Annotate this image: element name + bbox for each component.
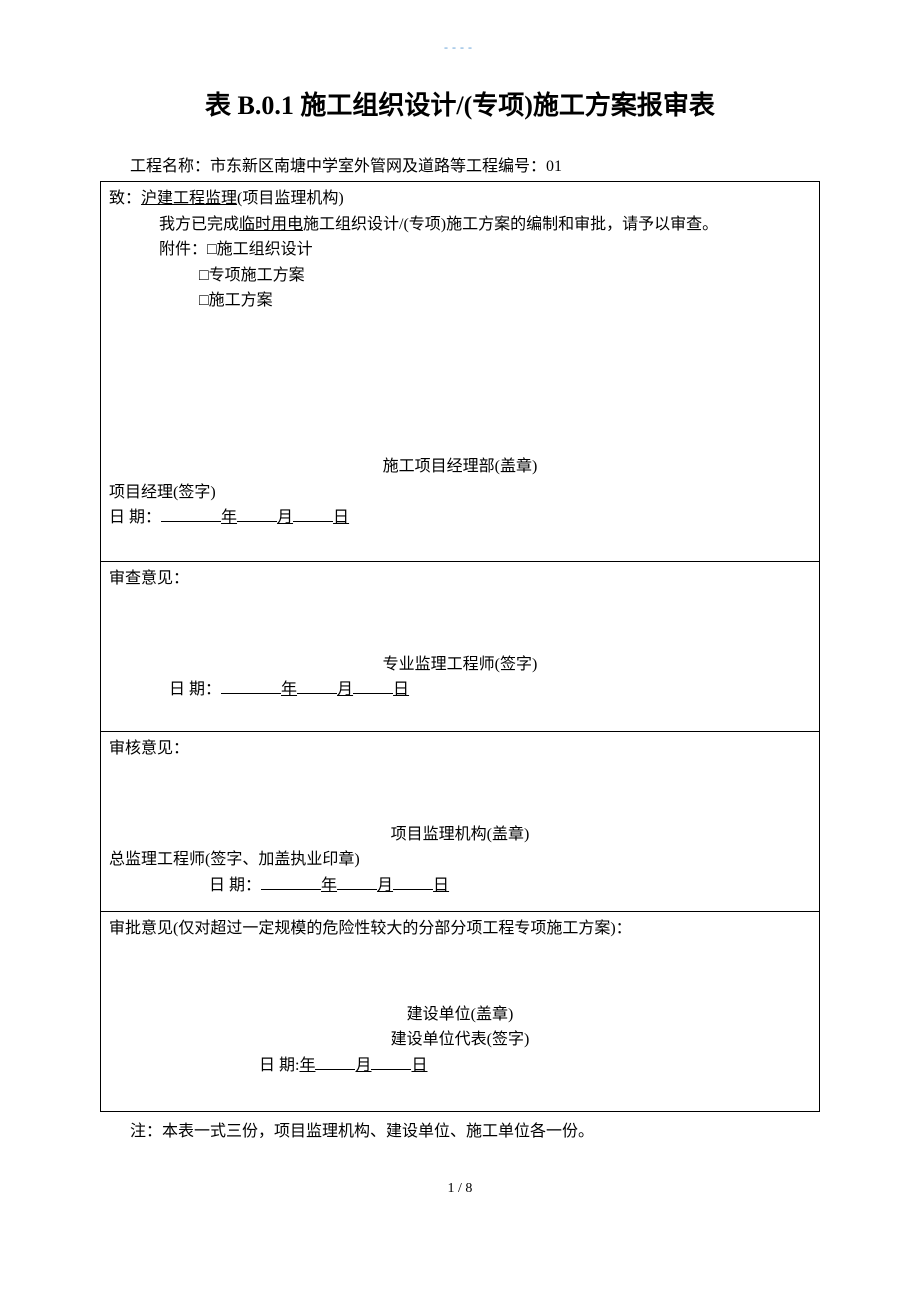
section3-date: 日 期： 年 月 日	[109, 873, 811, 899]
body-underline: 临时用电	[239, 216, 303, 233]
project-name-line: 工程名称：市东新区南塘中学室外管网及道路等工程编号：01	[100, 152, 820, 176]
section1-sign: 项目经理(签字)	[109, 480, 811, 506]
section3-header: 审核意见：	[109, 736, 811, 762]
to-prefix: 致：	[109, 190, 141, 207]
attach-option-1: □施工组织设计	[207, 241, 313, 258]
form-table: 致：沪建工程监理(项目监理机构) 我方已完成临时用电施工组织设计/(专项)施工方…	[100, 181, 820, 1112]
attach-line-3: □施工方案	[109, 288, 811, 314]
attach-line-1: 附件：□施工组织设计	[109, 237, 811, 263]
date-day: 日	[411, 1057, 427, 1074]
section3-sign: 总监理工程师(签字、加盖执业印章)	[109, 847, 811, 873]
header-mark: ----	[100, 40, 820, 55]
body-suffix: 施工组织设计/(专项)施工方案的编制和审批，请予以审查。	[303, 216, 718, 233]
section4-date: 日 期:年 月 日	[109, 1053, 811, 1079]
attach-line-2: □专项施工方案	[109, 263, 811, 289]
section-recipient: 致：沪建工程监理(项目监理机构) 我方已完成临时用电施工组织设计/(专项)施工方…	[101, 182, 820, 562]
date-day: 日	[393, 681, 409, 698]
date-month: 月	[377, 877, 393, 894]
to-name: 沪建工程监理	[141, 190, 237, 207]
body-prefix: 我方已完成	[159, 216, 239, 233]
section-approval: 审批意见(仅对超过一定规模的危险性较大的分部分项工程专项施工方案)： 建设单位(…	[101, 912, 820, 1112]
date-year: 年	[321, 877, 337, 894]
section3-stamp: 项目监理机构(盖章)	[109, 822, 811, 848]
date-month: 月	[277, 509, 293, 526]
page-number: 1 / 8	[100, 1181, 820, 1197]
to-line: 致：沪建工程监理(项目监理机构)	[109, 186, 811, 212]
section4-stamp: 建设单位(盖章)	[109, 1002, 811, 1028]
section1-stamp: 施工项目经理部(盖章)	[109, 454, 811, 480]
section-audit: 审核意见： 项目监理机构(盖章) 总监理工程师(签字、加盖执业印章) 日 期： 年…	[101, 732, 820, 912]
date-label: 日 期：	[109, 509, 161, 526]
date-label: 日 期：	[209, 877, 261, 894]
section-review: 审查意见： 专业监理工程师(签字) 日 期： 年 月 日	[101, 562, 820, 732]
section4-sign: 建设单位代表(签字)	[109, 1027, 811, 1053]
date-month: 月	[337, 681, 353, 698]
attach-label: 附件：	[159, 241, 207, 258]
footer-note: 注：本表一式三份，项目监理机构、建设单位、施工单位各一份。	[100, 1117, 820, 1141]
date-day: 日	[433, 877, 449, 894]
date-year: 年	[221, 509, 237, 526]
section2-date: 日 期： 年 月 日	[109, 677, 811, 703]
to-suffix: (项目监理机构)	[237, 190, 344, 207]
document-title: 表 B.0.1 施工组织设计/(专项)施工方案报审表	[100, 85, 820, 122]
date-label: 日 期：	[169, 681, 221, 698]
body-line: 我方已完成临时用电施工组织设计/(专项)施工方案的编制和审批，请予以审查。	[109, 212, 811, 238]
date-year: 年	[281, 681, 297, 698]
section2-sign: 专业监理工程师(签字)	[109, 652, 811, 678]
section4-header: 审批意见(仅对超过一定规模的危险性较大的分部分项工程专项施工方案)：	[109, 916, 811, 942]
date-year: 年	[299, 1057, 315, 1074]
date-day: 日	[333, 509, 349, 526]
section2-header: 审查意见：	[109, 566, 811, 592]
date-month: 月	[355, 1057, 371, 1074]
date-label: 日 期:	[259, 1057, 299, 1074]
section1-date: 日 期： 年 月 日	[109, 505, 811, 531]
